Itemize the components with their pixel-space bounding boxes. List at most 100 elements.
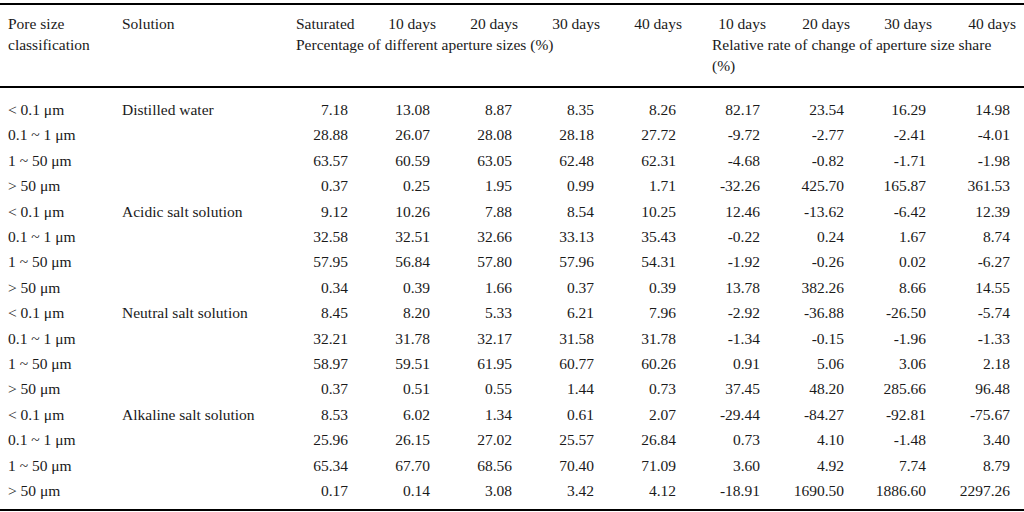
value-cell: 35.43 xyxy=(608,224,690,249)
value-cell: 56.84 xyxy=(362,249,444,274)
pore-size-cell: 0.1 ~ 1 μm xyxy=(0,427,114,452)
pore-size-cell: < 0.1 μm xyxy=(0,199,114,224)
table-row: < 0.1 μmNeutral salt solution8.458.205.3… xyxy=(0,300,1024,325)
value-cell: 1.34 xyxy=(444,402,526,427)
value-cell: 10.26 xyxy=(362,199,444,224)
col-header-solution: Solution xyxy=(114,4,292,87)
value-cell: 4.10 xyxy=(774,427,858,452)
value-cell: -1.92 xyxy=(690,249,774,274)
value-cell: 0.39 xyxy=(362,275,444,300)
value-cell: 8.20 xyxy=(362,300,444,325)
value-cell: 57.80 xyxy=(444,249,526,274)
value-cell: 59.51 xyxy=(362,351,444,376)
value-cell: 8.26 xyxy=(608,87,690,122)
value-cell: 12.46 xyxy=(690,199,774,224)
value-cell: -1.98 xyxy=(940,148,1024,173)
solution-cell: Acidic salt solution xyxy=(114,199,292,224)
solution-cell xyxy=(114,173,292,198)
value-cell: 0.99 xyxy=(526,173,608,198)
value-cell: 0.55 xyxy=(444,376,526,401)
value-cell: 25.57 xyxy=(526,427,608,452)
value-cell: 48.20 xyxy=(774,376,858,401)
value-cell: 5.33 xyxy=(444,300,526,325)
solution-cell xyxy=(114,376,292,401)
table-row: 0.1 ~ 1 μm28.8826.0728.0828.1827.72-9.72… xyxy=(0,122,1024,147)
value-cell: 3.06 xyxy=(858,351,940,376)
table-row: > 50 μm0.340.391.660.370.3913.78382.268.… xyxy=(0,275,1024,300)
pore-size-cell: > 50 μm xyxy=(0,376,114,401)
value-cell: 2.07 xyxy=(608,402,690,427)
solution-cell: Neutral salt solution xyxy=(114,300,292,325)
group-subheader-relative-rate: Relative rate of change of aperture size… xyxy=(690,34,1024,87)
table-row: 1 ~ 50 μm57.9556.8457.8057.9654.31-1.92-… xyxy=(0,249,1024,274)
solution-cell: Alkaline salt solution xyxy=(114,402,292,427)
header-label-row: Pore size classification Solution Satura… xyxy=(0,4,1024,34)
value-cell: 8.53 xyxy=(292,402,362,427)
value-cell: 32.66 xyxy=(444,224,526,249)
value-cell: -2.92 xyxy=(690,300,774,325)
value-cell: 0.37 xyxy=(292,376,362,401)
value-cell: 6.21 xyxy=(526,300,608,325)
value-cell: 9.12 xyxy=(292,199,362,224)
pore-size-cell: 1 ~ 50 μm xyxy=(0,351,114,376)
value-cell: 28.18 xyxy=(526,122,608,147)
pore-size-cell: < 0.1 μm xyxy=(0,300,114,325)
pore-size-cell: 1 ~ 50 μm xyxy=(0,453,114,478)
value-cell: 7.88 xyxy=(444,199,526,224)
value-cell: 1.44 xyxy=(526,376,608,401)
col-header-saturated: Saturated xyxy=(292,4,362,34)
value-cell: 8.66 xyxy=(858,275,940,300)
value-cell: -2.77 xyxy=(774,122,858,147)
value-cell: 4.12 xyxy=(608,478,690,509)
solution-cell xyxy=(114,249,292,274)
value-cell: 23.54 xyxy=(774,87,858,122)
col-header-pct-20-days: 20 days xyxy=(444,4,526,34)
pore-size-cell: 0.1 ~ 1 μm xyxy=(0,326,114,351)
value-cell: 0.61 xyxy=(526,402,608,427)
value-cell: 57.96 xyxy=(526,249,608,274)
value-cell: -1.96 xyxy=(858,326,940,351)
value-cell: 31.78 xyxy=(608,326,690,351)
table-row: < 0.1 μmAlkaline salt solution8.536.021.… xyxy=(0,402,1024,427)
value-cell: 8.35 xyxy=(526,87,608,122)
value-cell: 8.87 xyxy=(444,87,526,122)
pore-size-cell: < 0.1 μm xyxy=(0,402,114,427)
value-cell: 0.37 xyxy=(292,173,362,198)
value-cell: 0.24 xyxy=(774,224,858,249)
table-body: < 0.1 μmDistilled water7.1813.088.878.35… xyxy=(0,87,1024,510)
value-cell: 32.21 xyxy=(292,326,362,351)
value-cell: 3.60 xyxy=(690,453,774,478)
col-header-rate-30-days: 30 days xyxy=(858,4,940,34)
value-cell: 32.51 xyxy=(362,224,444,249)
value-cell: 8.54 xyxy=(526,199,608,224)
value-cell: 37.45 xyxy=(690,376,774,401)
value-cell: 60.26 xyxy=(608,351,690,376)
value-cell: -92.81 xyxy=(858,402,940,427)
table-row: 1 ~ 50 μm58.9759.5161.9560.7760.260.915.… xyxy=(0,351,1024,376)
table-row: < 0.1 μmDistilled water7.1813.088.878.35… xyxy=(0,87,1024,122)
table-row: 1 ~ 50 μm65.3467.7068.5670.4071.093.604.… xyxy=(0,453,1024,478)
value-cell: 0.02 xyxy=(858,249,940,274)
value-cell: 62.31 xyxy=(608,148,690,173)
solution-cell xyxy=(114,453,292,478)
value-cell: 0.14 xyxy=(362,478,444,509)
value-cell: 1690.50 xyxy=(774,478,858,509)
table-header: Pore size classification Solution Satura… xyxy=(0,4,1024,87)
table-row: 1 ~ 50 μm63.5760.5963.0562.4862.31-4.68-… xyxy=(0,148,1024,173)
value-cell: 7.96 xyxy=(608,300,690,325)
table-row: 0.1 ~ 1 μm25.9626.1527.0225.5726.840.734… xyxy=(0,427,1024,452)
value-cell: 0.51 xyxy=(362,376,444,401)
value-cell: -13.62 xyxy=(774,199,858,224)
value-cell: 58.97 xyxy=(292,351,362,376)
group-subheader-percentage: Percentage of different aperture sizes (… xyxy=(292,34,690,87)
value-cell: 3.42 xyxy=(526,478,608,509)
pore-size-cell: 0.1 ~ 1 μm xyxy=(0,122,114,147)
value-cell: 31.78 xyxy=(362,326,444,351)
value-cell: -2.41 xyxy=(858,122,940,147)
value-cell: 425.70 xyxy=(774,173,858,198)
value-cell: 8.45 xyxy=(292,300,362,325)
value-cell: 26.84 xyxy=(608,427,690,452)
solution-cell xyxy=(114,122,292,147)
value-cell: -4.01 xyxy=(940,122,1024,147)
value-cell: -9.72 xyxy=(690,122,774,147)
